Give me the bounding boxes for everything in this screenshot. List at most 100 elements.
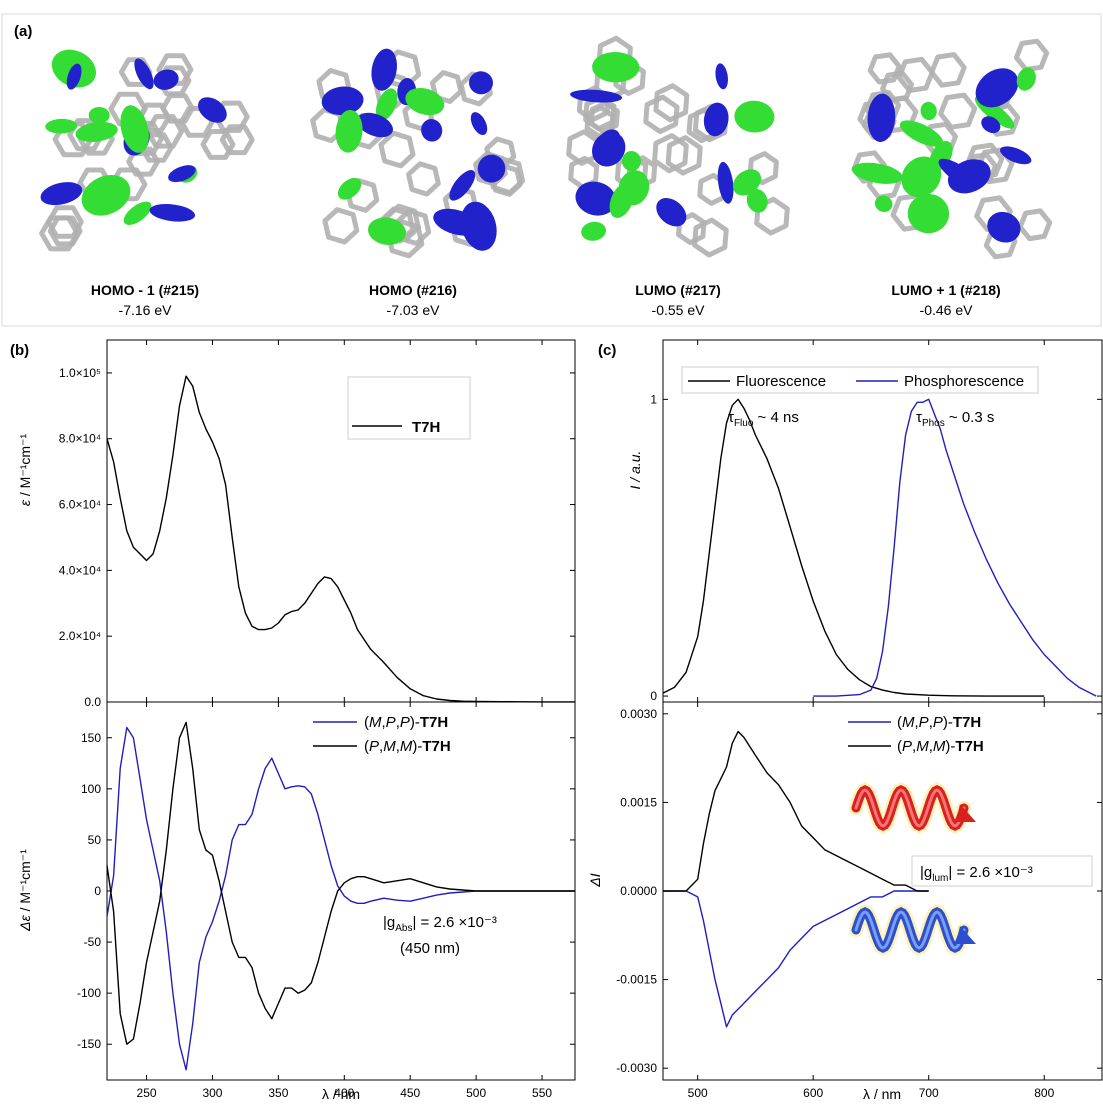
orbital-energy: -7.16 eV <box>119 302 173 318</box>
negative-lobe <box>168 165 196 183</box>
positive-lobe <box>874 195 893 213</box>
positive-lobe <box>120 105 149 153</box>
y-axis-label: ε / M⁻¹cm⁻¹ <box>17 434 33 507</box>
skeleton-ring <box>219 124 255 156</box>
plot-frame <box>106 339 576 703</box>
y-tick-label: 0.0000 <box>620 884 657 898</box>
orbital-renderings: HOMO - 1 (#215) -7.16 eV HOMO (#216) -7.03 … <box>39 35 1053 318</box>
positive-lobe <box>368 217 406 245</box>
positive-lobe <box>734 100 775 133</box>
series-line-(P,M,M)-T7H <box>106 721 575 1045</box>
positive-lobe <box>851 162 903 184</box>
negative-lobe <box>66 63 82 90</box>
skeleton-ring <box>851 150 887 184</box>
negative-lobe <box>198 97 227 123</box>
negative-lobe <box>981 116 1001 134</box>
x-tick-label: 350 <box>268 1086 288 1100</box>
tau-phos: τPhos ~ 0.3 s <box>916 409 994 429</box>
series-line-T7H <box>106 375 575 703</box>
x-tick-label: 700 <box>919 1086 939 1100</box>
emission-chart: 0 1 Fluorescence Phosphorescence τFluo ~ 4 n… <box>627 339 1103 703</box>
skeleton-ring <box>747 151 779 186</box>
panel-a: (a) HOMO - 1 (#215) -7.16 eV HOMO (#216) -7… <box>1 13 1102 327</box>
g-abs-wavelength: (450 nm) <box>400 940 460 957</box>
y-tick-label: 0.0030 <box>620 707 657 721</box>
positive-lobe <box>746 188 768 213</box>
skeleton-ring <box>584 105 616 139</box>
skeleton-ring <box>1017 208 1053 242</box>
skeleton-ring <box>378 130 416 169</box>
orbital-name: HOMO (#216) <box>369 282 457 298</box>
negative-lobe <box>321 86 364 116</box>
legend-label: (M,P,P)-T7H <box>364 714 448 731</box>
skeleton-ring <box>653 83 690 123</box>
y-tick-label: -0.0015 <box>616 973 657 987</box>
positive-lobe <box>123 201 152 225</box>
positive-lobe <box>581 221 607 241</box>
negative-lobe <box>371 48 397 91</box>
negative-lobe <box>987 211 1021 243</box>
skeleton-ring <box>588 100 620 135</box>
skeleton-ring <box>473 151 508 187</box>
y-tick-label: 0 <box>94 884 101 898</box>
skeleton-ring <box>665 135 703 176</box>
orbital-name: LUMO + 1 (#218) <box>891 282 1000 298</box>
y-tick-label: 0.0 <box>84 695 101 709</box>
skeleton-ring <box>322 207 360 245</box>
x-axis-label: λ / nm <box>322 1086 360 1102</box>
y-tick-label: 6.0×10⁴ <box>59 498 101 512</box>
negative-lobe <box>433 208 480 236</box>
legend-label: (P,M,M)-T7H <box>364 738 451 755</box>
helix-arrowhead <box>956 926 976 944</box>
negative-lobe <box>938 158 981 190</box>
positive-lobe <box>920 101 937 121</box>
cpl-chart: -0.0030 -0.0015 0.0000 0.0015 0.0030 500 600 70… <box>587 701 1103 1102</box>
y-tick-label: -50 <box>84 935 102 949</box>
negative-lobe <box>134 58 154 90</box>
tau-fluo: τFluo ~ 4 ns <box>728 409 799 429</box>
orbital-energy: -0.55 eV <box>652 302 706 318</box>
legend-label: (P,M,M)-T7H <box>897 738 984 755</box>
y-tick-label: 0 <box>650 689 657 703</box>
x-tick-label: 600 <box>803 1086 823 1100</box>
negative-lobe <box>717 161 734 204</box>
y-tick-label: 2.0×10⁴ <box>59 629 101 643</box>
positive-lobe <box>907 193 950 234</box>
x-tick-label: 500 <box>688 1086 708 1100</box>
negative-lobe <box>153 69 179 90</box>
positive-lobe <box>732 169 762 196</box>
absorption-chart: 0.0 2.0×10⁴ 4.0×10⁴ 6.0×10⁴ 8.0×10⁴ 1.0×10⁵ T7… <box>17 339 576 709</box>
g-lum-box <box>911 855 1093 887</box>
negative-lobe <box>975 68 1019 108</box>
skeleton-ring <box>867 52 902 85</box>
orbital-2: HOMO (#216) -7.03 eV <box>310 48 526 318</box>
helix-arrowhead <box>956 804 976 822</box>
x-tick-label: 800 <box>1034 1086 1054 1100</box>
x-tick-label: 300 <box>202 1086 222 1100</box>
y-tick-label: 8.0×10⁴ <box>59 432 101 446</box>
x-tick-label: 450 <box>400 1086 420 1100</box>
legend-label: T7H <box>412 419 440 436</box>
positive-lobe <box>899 120 944 147</box>
panel-c: (c) 0 1 Fluorescence Phosphorescence τFluo ~… <box>587 339 1103 1102</box>
panel-a-letter: (a) <box>14 23 32 40</box>
positive-lobe <box>592 51 640 83</box>
positive-lobe <box>337 177 362 200</box>
negative-lobe <box>656 198 687 227</box>
orbital-1: HOMO - 1 (#215) -7.16 eV <box>39 49 255 318</box>
legend-label: (M,P,P)-T7H <box>897 714 981 731</box>
panel-b: (b) 0.0 2.0×10⁴ 4.0×10⁴ 6.0×10⁴ 8.0×10⁴ 1.0×1… <box>10 339 576 1102</box>
orbital-name: HOMO - 1 (#215) <box>91 282 199 298</box>
ecd-chart: -150 -100 -50 0 50 100 150 250 300 350 400 450 500 55… <box>17 701 576 1102</box>
y-axis-label: I / a.u. <box>627 451 643 490</box>
positive-lobe <box>375 88 398 121</box>
helix-highlight <box>854 788 966 828</box>
negative-lobe <box>470 112 488 136</box>
positive-lobe <box>81 175 131 216</box>
negative-lobe <box>715 63 728 90</box>
red-helix-icon <box>849 782 976 834</box>
y-tick-label: -0.0030 <box>616 1061 657 1075</box>
y-tick-label: 100 <box>81 782 101 796</box>
skeleton-ring <box>692 217 729 258</box>
